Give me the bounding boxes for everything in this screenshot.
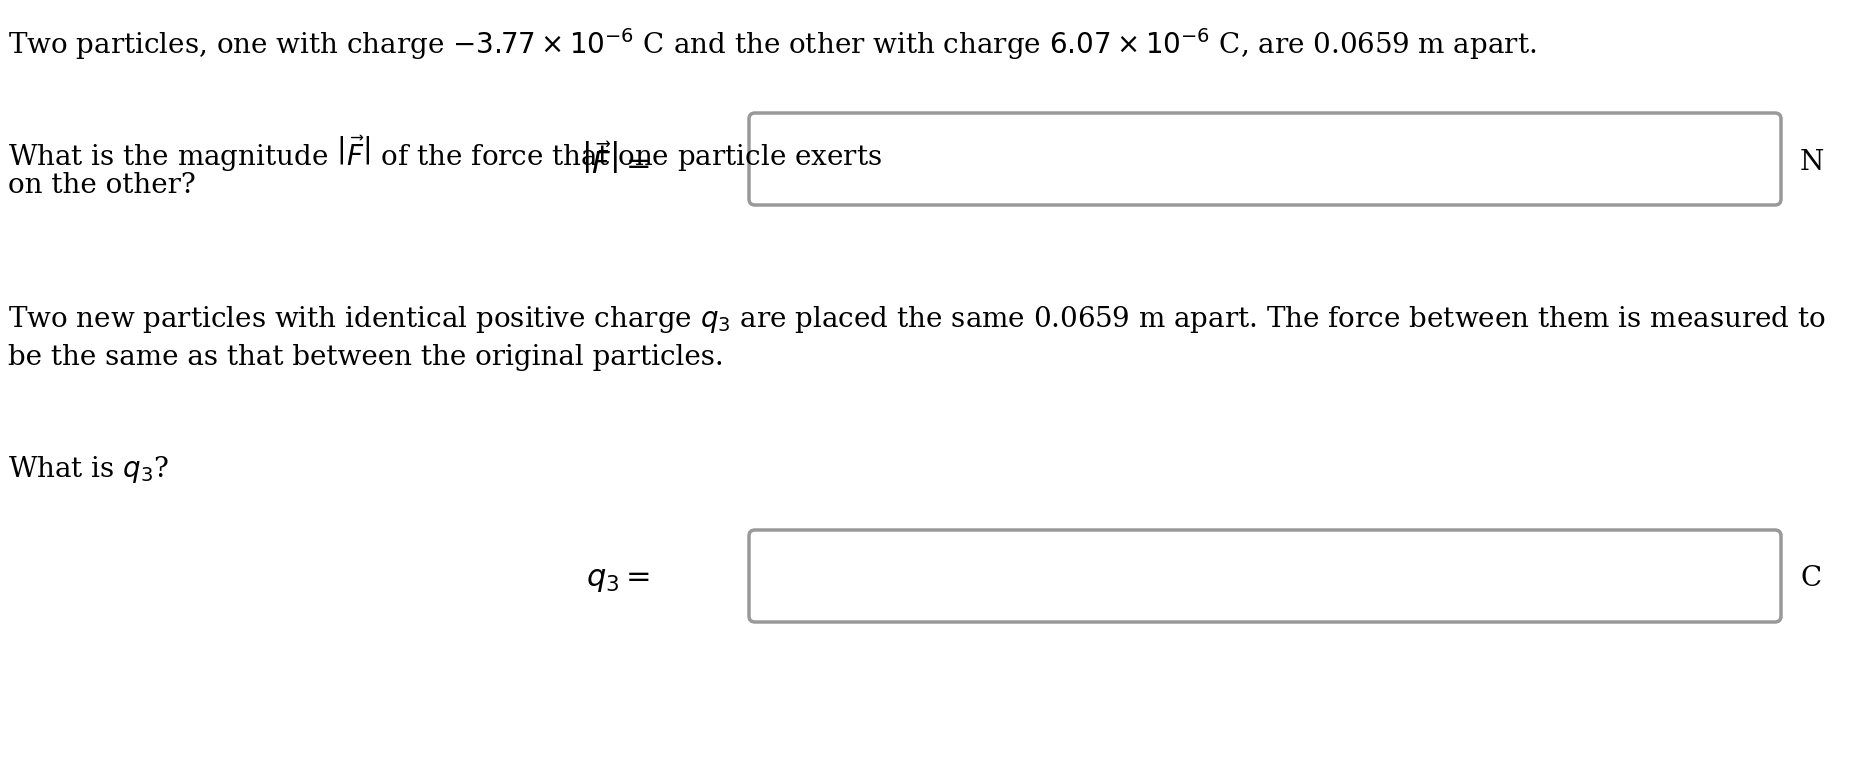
FancyBboxPatch shape [750, 113, 1780, 205]
Text: be the same as that between the original particles.: be the same as that between the original… [7, 344, 724, 371]
Text: $\left|\vec{F}\right| =$: $\left|\vec{F}\right| =$ [582, 145, 651, 181]
Text: N: N [1801, 150, 1825, 176]
Text: What is $q_3$?: What is $q_3$? [7, 454, 168, 485]
Text: Two new particles with identical positive charge $q_3$ are placed the same 0.065: Two new particles with identical positiv… [7, 304, 1825, 335]
Text: $q_3 =$: $q_3 =$ [585, 564, 651, 594]
Text: What is the magnitude $\left|\vec{F}\right|$ of the force that one particle exer: What is the magnitude $\left|\vec{F}\rig… [7, 134, 883, 174]
Text: C: C [1801, 565, 1821, 593]
Text: Two particles, one with charge $-3.77\times10^{-6}$ C and the other with charge : Two particles, one with charge $-3.77\ti… [7, 26, 1537, 62]
Text: on the other?: on the other? [7, 172, 196, 199]
FancyBboxPatch shape [750, 530, 1780, 622]
